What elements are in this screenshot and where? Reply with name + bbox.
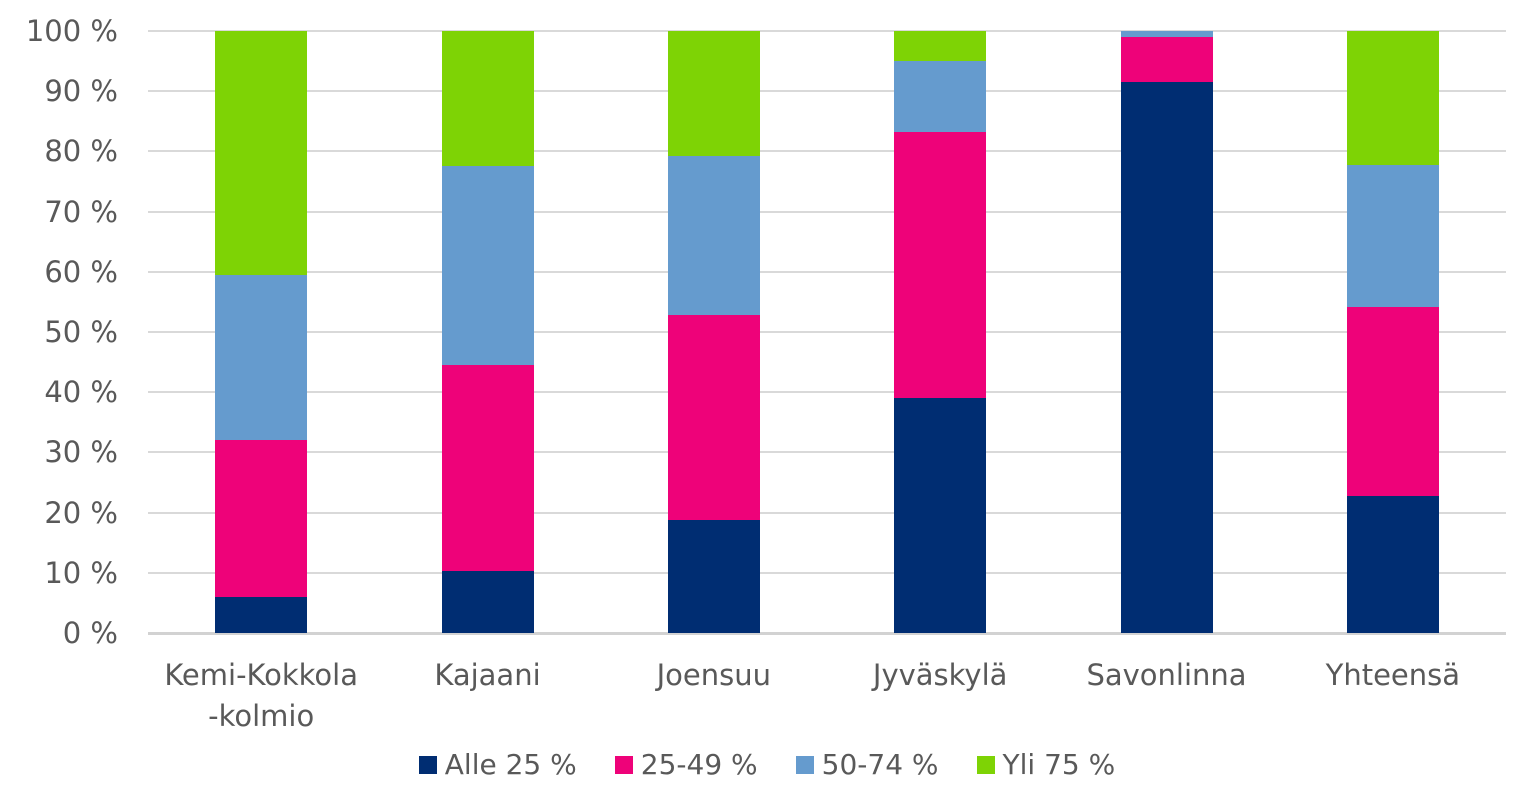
bar-segment bbox=[441, 365, 534, 571]
legend-swatch-icon bbox=[418, 755, 437, 774]
bar-segment bbox=[1346, 31, 1439, 165]
y-axis-tick-label: 30 % bbox=[44, 435, 118, 470]
bar-segment bbox=[215, 596, 308, 633]
bar-2 bbox=[441, 31, 534, 633]
y-axis-tick-label: 0 % bbox=[62, 616, 118, 650]
legend-item: Yli 75 % bbox=[976, 748, 1116, 781]
y-axis-tick-label: 100 % bbox=[25, 14, 118, 48]
x-axis-category-label: Yhteensä bbox=[1325, 658, 1461, 692]
bar-segment bbox=[1120, 37, 1213, 82]
bar-segment bbox=[667, 156, 760, 316]
y-axis-tick-label: 10 % bbox=[44, 555, 118, 590]
bar-segment bbox=[215, 31, 308, 275]
legend-swatch-icon bbox=[614, 755, 633, 774]
legend-label: 25-49 % bbox=[640, 748, 758, 781]
y-axis-tick-label: 70 % bbox=[44, 194, 118, 229]
bar-segment bbox=[1120, 81, 1213, 633]
bar-segment bbox=[894, 61, 987, 132]
x-axis-category-label: Kemi-Kokkola -kolmio bbox=[164, 658, 358, 733]
bar-segment bbox=[667, 519, 760, 633]
gridline bbox=[148, 511, 1506, 514]
y-axis-tick-label: 50 % bbox=[44, 315, 118, 349]
gridline bbox=[148, 90, 1506, 93]
bar-segment bbox=[667, 31, 760, 157]
bar-segment bbox=[215, 274, 308, 441]
x-axis-category-label: Jyväskylä bbox=[872, 658, 1008, 692]
y-axis-tick-label: 80 % bbox=[44, 134, 118, 169]
y-axis-tick-label: 20 % bbox=[44, 495, 118, 530]
bar-segment bbox=[894, 131, 987, 398]
gridline bbox=[148, 150, 1506, 153]
bar-6 bbox=[1346, 31, 1439, 633]
bar-segment bbox=[894, 397, 987, 633]
y-axis-tick-label: 90 % bbox=[44, 74, 118, 109]
bar-segment bbox=[1120, 31, 1213, 38]
y-axis-tick-label: 40 % bbox=[44, 375, 118, 410]
x-axis-category-label: Joensuu bbox=[656, 658, 772, 692]
legend: Alle 25 % 25-49 % 50-74 % Yli 75 % bbox=[0, 748, 1534, 781]
legend-swatch-icon bbox=[976, 755, 995, 774]
bar-segment bbox=[1346, 495, 1439, 633]
x-axis-category-label: Kajaani bbox=[434, 658, 541, 692]
legend-label: Yli 75 % bbox=[1002, 748, 1116, 781]
legend-label: Alle 25 % bbox=[444, 748, 577, 781]
gridline bbox=[148, 451, 1506, 454]
gridline bbox=[148, 30, 1506, 32]
y-axis-tick-label: 60 % bbox=[44, 254, 118, 289]
bar-3 bbox=[667, 31, 760, 633]
bar-segment bbox=[1346, 306, 1439, 496]
legend-swatch-icon bbox=[795, 755, 814, 774]
x-axis-line bbox=[148, 632, 1506, 635]
legend-item: 50-74 % bbox=[795, 748, 939, 781]
bar-segment bbox=[667, 315, 760, 520]
bar-4 bbox=[894, 31, 987, 633]
legend-item: Alle 25 % bbox=[418, 748, 577, 781]
gridline bbox=[148, 571, 1506, 574]
gridline bbox=[148, 210, 1506, 213]
bar-segment bbox=[441, 165, 534, 366]
gridline bbox=[148, 270, 1506, 273]
gridline bbox=[148, 391, 1506, 394]
legend-label: 50-74 % bbox=[821, 748, 939, 781]
x-axis-category-label: Savonlinna bbox=[1086, 658, 1247, 692]
gridline bbox=[148, 331, 1506, 333]
bar-5 bbox=[1120, 31, 1213, 633]
bar-segment bbox=[441, 571, 534, 633]
bar-1 bbox=[215, 31, 308, 633]
bar-segment bbox=[215, 440, 308, 597]
legend-item: 25-49 % bbox=[614, 748, 758, 781]
bar-segment bbox=[441, 31, 534, 166]
bar-segment bbox=[1346, 164, 1439, 307]
bar-segment bbox=[894, 31, 987, 62]
